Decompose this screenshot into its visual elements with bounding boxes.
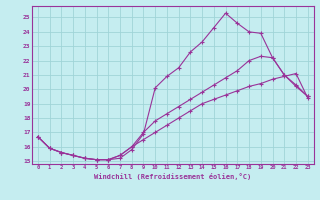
X-axis label: Windchill (Refroidissement éolien,°C): Windchill (Refroidissement éolien,°C) xyxy=(94,173,252,180)
